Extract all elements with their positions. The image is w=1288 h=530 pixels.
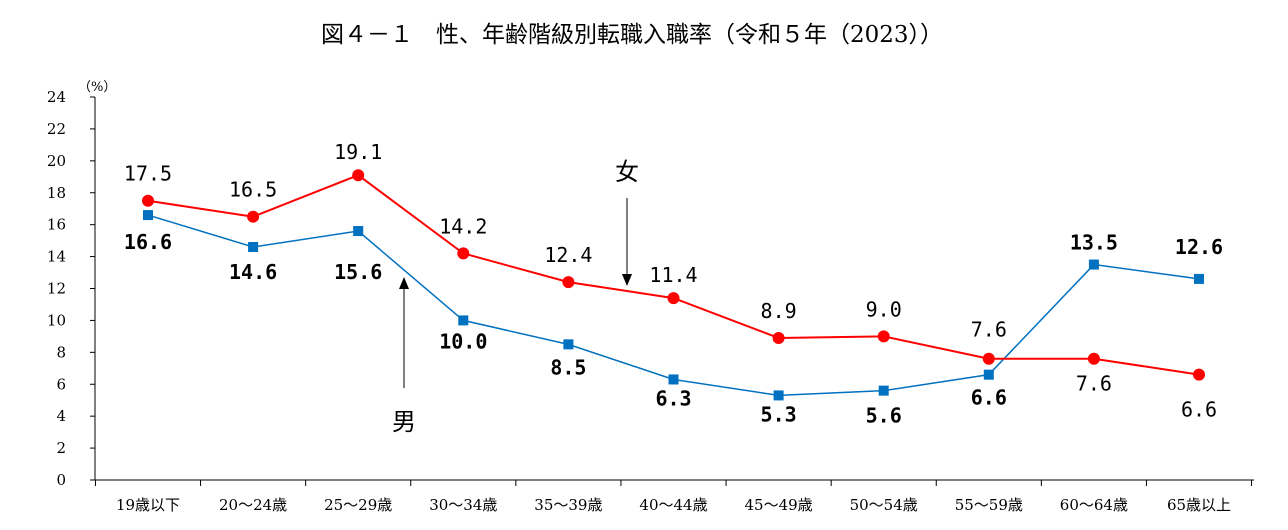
women-data-point [1087,352,1100,365]
y-tick-label: 22 [47,120,66,138]
men-data-point [1088,259,1099,270]
men-data-label: 5.3 [761,402,797,426]
chart-title: 図４－１ 性、年齢階級別転職入職率（令和５年（2023）） [321,22,943,48]
series-annotation-women: 女 [615,158,639,186]
women-data-label: 8.9 [761,299,797,323]
y-tick-label: 2 [56,439,66,457]
women-data-label: 17.5 [124,162,172,186]
women-data-label: 9.0 [866,297,902,321]
x-category-label: 50～54歳 [850,496,918,514]
x-category-label: 45～49歳 [745,496,813,514]
men-data-point [773,390,784,401]
y-tick-label: 8 [56,343,66,361]
x-category-label: 30～34歳 [429,496,497,514]
men-data-label: 8.5 [550,355,586,379]
y-tick-label: 20 [47,152,66,170]
series-annotation-men: 男 [392,408,416,436]
women-data-point [667,292,680,305]
men-data-point [983,369,994,380]
x-category-label: 19歳以下 [116,496,180,514]
y-tick-label: 18 [47,184,66,202]
y-tick-label: 0 [56,471,66,489]
men-data-label: 6.3 [655,386,691,410]
women-data-label: 7.6 [1076,372,1112,396]
men-data-point [458,315,469,326]
women-data-point [247,210,260,223]
y-axis-unit: （%） [78,80,116,95]
men-data-point [563,339,574,350]
y-tick-label: 14 [47,248,66,266]
women-data-point [142,194,154,207]
men-data-label: 15.6 [334,260,382,284]
men-series-line [147,214,1200,397]
x-category-label: 60～64歳 [1060,496,1128,514]
x-axis-categories: 19歳以下 20～24歳 25～29歳 30～34歳 35～39歳 40～44歳 45～49… [94,480,1253,514]
x-category-label: 65歳以上 [1167,496,1231,514]
women-data-label: 14.2 [439,214,487,238]
x-category-label: 55～59歳 [955,496,1023,514]
series-annotations: 女 男 [392,158,639,436]
women-annotation-arrowhead [622,274,632,286]
women-data-label: 6.6 [1181,398,1217,422]
women-data-label: 11.4 [649,263,697,287]
men-data-label: 13.5 [1070,231,1118,255]
men-data-label: 16.6 [124,230,172,254]
series-markers [142,169,1205,401]
men-data-point [248,242,259,253]
women-data-point [877,330,890,343]
women-data-label: 19.1 [334,140,382,164]
x-category-label: 20～24歳 [219,496,287,514]
women-data-point [982,352,995,365]
women-data-point [772,331,785,344]
y-tick-label: 24 [47,88,66,106]
y-tick-label: 10 [47,311,66,329]
men-data-point [143,210,153,221]
x-category-label: 35～39歳 [534,496,602,514]
women-data-point [457,247,470,260]
x-category-label: 25～29歳 [324,496,392,514]
women-data-label: 12.4 [544,243,592,267]
men-data-point [1194,273,1204,284]
data-labels: 17.5 16.5 19.1 14.2 12.4 11.4 8.9 9.0 7.6 7.6 6.6 1… [124,140,1223,427]
women-data-label: 7.6 [971,318,1007,342]
men-data-point [878,385,889,396]
y-tick-label: 4 [56,407,66,425]
x-category-label: 40～44歳 [639,496,707,514]
women-data-point [562,276,575,289]
men-annotation-arrowhead [399,277,409,289]
men-data-label: 14.6 [229,260,277,284]
women-data-label: 16.5 [229,178,277,202]
men-data-label: 6.6 [971,386,1007,410]
men-data-point [668,374,679,385]
y-tick-label: 16 [47,216,66,234]
y-tick-label: 6 [56,375,66,393]
men-data-label: 5.6 [866,404,902,428]
women-data-point [1193,368,1205,381]
men-data-point [353,226,364,237]
y-tick-label: 12 [47,280,66,298]
women-data-point [352,169,365,182]
men-data-label: 10.0 [439,329,487,353]
men-data-label: 12.6 [1175,235,1223,259]
